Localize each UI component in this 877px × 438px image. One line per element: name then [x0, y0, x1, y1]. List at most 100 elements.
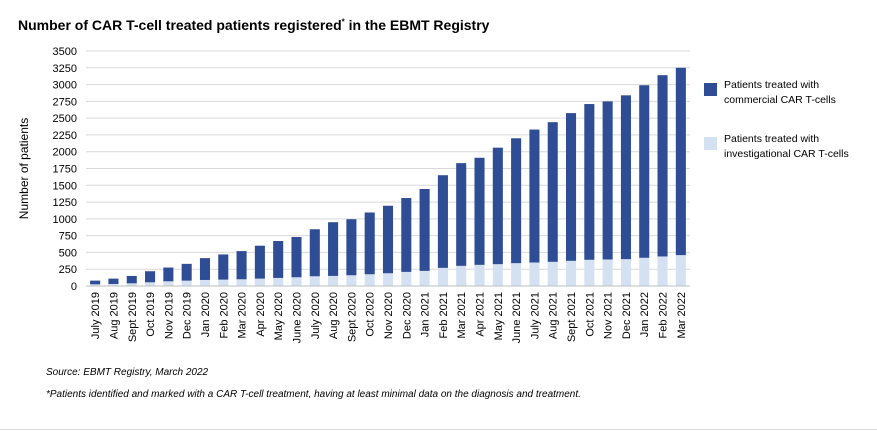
- bar-commercial: [90, 280, 101, 285]
- bar-investigational: [236, 279, 247, 286]
- bar-investigational: [657, 256, 668, 286]
- bar-investigational: [456, 265, 467, 286]
- x-tick-label: Sept 2020: [346, 292, 358, 342]
- x-tick-label: Aug 2019: [108, 292, 120, 339]
- y-tick-label: 0: [71, 281, 77, 293]
- bar-investigational: [218, 279, 229, 286]
- y-axis-ticks: 0 250 500 750 1000 1250 1500 1750 2000 2250 2500 27…: [53, 46, 77, 293]
- bar-investigational: [254, 278, 265, 286]
- x-tick-label: Apr 2021: [475, 292, 487, 337]
- x-tick-label: July 2021: [529, 292, 541, 339]
- bar-commercial: [456, 163, 467, 266]
- bar-investigational: [529, 262, 540, 286]
- bar-investigational: [602, 259, 613, 286]
- y-tick-label: 750: [59, 231, 77, 243]
- bar-investigational: [108, 283, 119, 286]
- x-tick-label: June 2020: [291, 292, 303, 343]
- bar-commercial: [639, 85, 650, 258]
- legend-item-investigational: Patients treated with investigational CA…: [704, 132, 854, 162]
- bar-investigational: [291, 277, 302, 286]
- bar-commercial: [291, 236, 302, 278]
- bar-commercial: [126, 275, 137, 284]
- bar-investigational: [364, 274, 375, 286]
- x-tick-label: Nov 2020: [383, 292, 395, 339]
- y-tick-label: 250: [59, 264, 77, 276]
- bar-commercial: [657, 75, 668, 257]
- x-tick-label: Dec 2020: [401, 292, 413, 339]
- x-tick-label: Nov 2019: [163, 292, 175, 339]
- y-tick-label: 1250: [53, 197, 77, 209]
- y-tick-label: 1750: [53, 164, 77, 176]
- y-tick-label: 1500: [53, 180, 77, 192]
- bar-investigational: [181, 280, 192, 286]
- chart-title-asterisk: *: [341, 17, 345, 27]
- bar-commercial: [382, 205, 394, 274]
- y-axis-label: Number of patients: [17, 118, 31, 219]
- y-tick-label: 1000: [53, 214, 77, 226]
- x-tick-label: Jan 2022: [639, 292, 651, 337]
- bar-commercial: [346, 219, 357, 276]
- legend-label-commercial: Patients treated with commercial CAR T-c…: [724, 79, 836, 106]
- bar-investigational: [639, 257, 650, 286]
- x-tick-label: Mar 2021: [456, 292, 468, 338]
- bar-commercial: [401, 198, 412, 272]
- bar-commercial: [236, 251, 247, 280]
- bar-commercial: [437, 175, 448, 268]
- bar-investigational: [565, 260, 577, 286]
- footnote: *Patients identified and marked with a C…: [46, 389, 581, 400]
- bar-commercial: [565, 113, 577, 261]
- y-tick-label: 500: [59, 247, 77, 259]
- legend-item-commercial: Patients treated with commercial CAR T-c…: [704, 78, 854, 108]
- bar-investigational: [382, 273, 394, 286]
- bar-commercial: [511, 138, 522, 264]
- y-tick-label: 2500: [53, 113, 77, 125]
- bar-commercial: [584, 104, 595, 260]
- x-tick-label: Oct 2019: [145, 292, 157, 337]
- bar-commercial: [273, 241, 284, 278]
- y-tick-label: 2250: [53, 130, 77, 142]
- y-tick-label: 3000: [53, 80, 77, 92]
- x-tick-label: Mar 2022: [676, 292, 688, 338]
- bar-commercial: [163, 267, 174, 282]
- bar-commercial: [492, 147, 503, 265]
- bottom-divider: [0, 429, 877, 430]
- x-tick-label: Nov 2021: [603, 292, 615, 339]
- bar-commercial: [218, 254, 229, 280]
- bar-commercial: [529, 129, 540, 263]
- bar-commercial: [199, 258, 211, 280]
- bar-investigational: [328, 275, 339, 286]
- x-tick-label: Aug 2020: [328, 292, 340, 339]
- bar-investigational: [675, 255, 686, 286]
- bar-commercial: [145, 271, 156, 283]
- bar-commercial: [254, 245, 265, 279]
- x-tick-label: May 2021: [493, 292, 505, 340]
- chart-title-main: Number of CAR T-cell treated patients re…: [18, 17, 342, 33]
- bar-investigational: [163, 281, 174, 286]
- bar-investigational: [620, 259, 631, 286]
- x-tick-label: June 2021: [511, 292, 523, 343]
- bar-investigational: [145, 282, 156, 286]
- source-note: Source: EBMT Registry, March 2022: [46, 367, 209, 378]
- bar-investigational: [346, 275, 357, 286]
- x-axis-ticks: July 2019 Aug 2019 Sept 2019 Oct 2019 Nov 20…: [90, 292, 688, 343]
- bar-investigational: [547, 261, 558, 286]
- bar-investigational: [474, 264, 485, 286]
- y-tick-label: 2000: [53, 147, 77, 159]
- x-tick-label: Oct 2021: [584, 292, 596, 337]
- x-tick-label: Mar 2020: [237, 292, 249, 338]
- bar-investigational: [511, 263, 522, 286]
- bar-investigational: [419, 270, 430, 286]
- x-tick-label: Sept 2021: [566, 292, 578, 342]
- legend-swatch-investigational: [704, 137, 717, 150]
- y-tick-label: 3250: [53, 63, 77, 75]
- x-tick-label: Feb 2021: [438, 292, 450, 338]
- chart-title: Number of CAR T-cell treated patients re…: [18, 17, 489, 33]
- bar-commercial: [474, 157, 485, 265]
- x-tick-label: Sept 2019: [127, 292, 139, 342]
- bar-commercial: [108, 278, 119, 284]
- y-tick-label: 2750: [53, 96, 77, 108]
- x-tick-label: May 2020: [273, 292, 285, 340]
- x-tick-label: Jan 2021: [420, 292, 432, 337]
- bar-investigational: [309, 276, 320, 286]
